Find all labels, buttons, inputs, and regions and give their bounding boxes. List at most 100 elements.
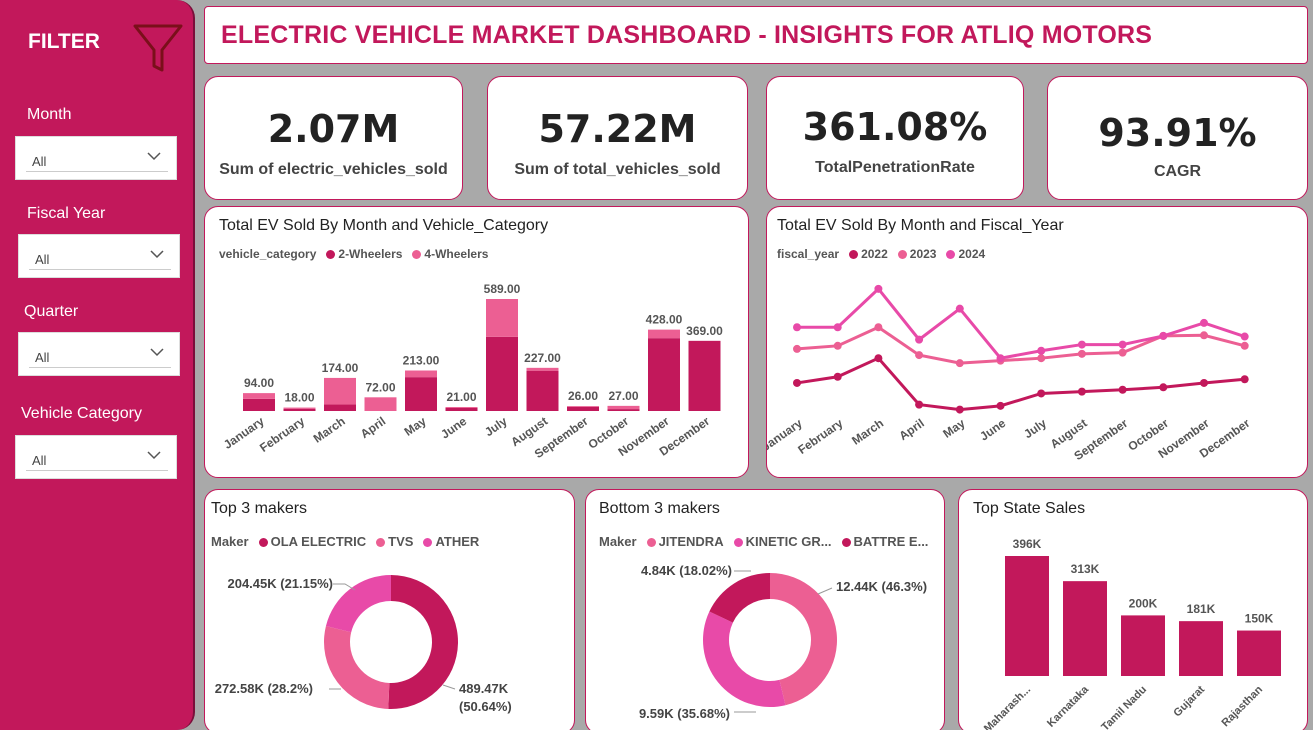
data-point[interactable] bbox=[1200, 318, 1208, 327]
bar-segment-4-wheelers[interactable] bbox=[243, 393, 275, 399]
data-point[interactable] bbox=[1240, 375, 1249, 384]
legend-item[interactable]: 2023 bbox=[897, 247, 936, 261]
data-point[interactable] bbox=[874, 323, 883, 332]
data-point[interactable] bbox=[1077, 349, 1086, 358]
series-line-2023[interactable] bbox=[796, 325, 1246, 365]
legend-item[interactable]: JITENDRA bbox=[646, 534, 724, 549]
vehicle-category-dropdown[interactable]: All bbox=[15, 435, 177, 479]
data-point[interactable] bbox=[874, 284, 883, 293]
data-point[interactable] bbox=[1159, 383, 1168, 392]
legend-item[interactable]: 2024 bbox=[946, 247, 985, 261]
data-point[interactable] bbox=[1200, 378, 1208, 387]
data-point[interactable] bbox=[1037, 389, 1046, 398]
data-point[interactable] bbox=[1077, 340, 1086, 349]
data-point[interactable] bbox=[1118, 340, 1127, 349]
donut-slice[interactable] bbox=[770, 573, 837, 706]
bar-segment-2-wheelers[interactable] bbox=[567, 406, 599, 411]
data-point[interactable] bbox=[1240, 341, 1249, 350]
bar-segment-4-wheelers[interactable] bbox=[486, 299, 518, 337]
data-label: 200K bbox=[1129, 596, 1158, 610]
data-point[interactable] bbox=[915, 351, 924, 360]
legend-item[interactable]: 2022 bbox=[849, 247, 888, 261]
bar-segment-2-wheelers[interactable] bbox=[324, 404, 356, 411]
legend-item[interactable]: KINETIC GR... bbox=[733, 534, 832, 549]
month-dropdown[interactable]: All bbox=[15, 136, 177, 180]
data-point[interactable] bbox=[1200, 331, 1208, 340]
data-point[interactable] bbox=[955, 304, 964, 313]
data-point[interactable] bbox=[1037, 346, 1046, 355]
data-point[interactable] bbox=[915, 400, 924, 409]
bar-segment-4-wheelers[interactable] bbox=[607, 405, 640, 410]
legend-item[interactable]: BATTRE E... bbox=[841, 534, 928, 549]
fiscal-year-dropdown[interactable]: All bbox=[18, 234, 180, 278]
bar-segment-2-wheelers[interactable] bbox=[283, 408, 316, 411]
chart-ev-by-month-category[interactable]: Total EV Sold By Month and Vehicle_Categ… bbox=[204, 206, 749, 478]
legend-item[interactable]: OLA ELECTRIC bbox=[258, 534, 366, 549]
bar-segment-2-wheelers[interactable] bbox=[243, 398, 275, 411]
quarter-dropdown[interactable]: All bbox=[18, 332, 180, 376]
data-point[interactable] bbox=[833, 341, 842, 350]
bar-segment-4-wheelers[interactable] bbox=[526, 367, 559, 371]
state-bar[interactable] bbox=[1063, 581, 1107, 676]
kpi-card-cagr[interactable]: 93.91% CAGR bbox=[1047, 76, 1308, 200]
data-point[interactable] bbox=[1077, 387, 1086, 396]
kpi-card-ev-sold[interactable]: 2.07M Sum of electric_vehicles_sold bbox=[204, 76, 463, 200]
legend-item[interactable]: 2-Wheelers bbox=[326, 247, 402, 261]
bar-segment-2-wheelers[interactable] bbox=[607, 409, 640, 411]
bar-segment-4-wheelers[interactable] bbox=[283, 407, 316, 409]
bar-segment-4-wheelers[interactable] bbox=[405, 370, 437, 378]
data-point[interactable] bbox=[833, 323, 842, 332]
bar-segment-2-wheelers[interactable] bbox=[486, 336, 518, 411]
data-point[interactable] bbox=[793, 323, 801, 332]
bar-segment-2-wheelers[interactable] bbox=[648, 338, 680, 411]
bar-segment-2-wheelers[interactable] bbox=[688, 340, 721, 411]
data-point[interactable] bbox=[1037, 354, 1046, 363]
data-point[interactable] bbox=[955, 359, 964, 368]
chart-ev-by-month-fiscal-year[interactable]: Total EV Sold By Month and Fiscal_Year f… bbox=[766, 206, 1308, 478]
data-point[interactable] bbox=[874, 354, 883, 363]
bar-segment-2-wheelers[interactable] bbox=[405, 377, 437, 411]
bar-segment-4-wheelers[interactable] bbox=[648, 329, 680, 339]
bar-segment-2-wheelers[interactable] bbox=[526, 370, 559, 411]
data-point[interactable] bbox=[1159, 331, 1168, 340]
kpi-card-total-sold[interactable]: 57.22M Sum of total_vehicles_sold bbox=[487, 76, 748, 200]
kpi-card-penetration-rate[interactable]: 361.08% TotalPenetrationRate bbox=[766, 76, 1024, 200]
data-point[interactable] bbox=[996, 401, 1005, 410]
legend-item[interactable]: ATHER bbox=[423, 534, 479, 549]
data-point[interactable] bbox=[1118, 348, 1127, 357]
state-bar[interactable] bbox=[1121, 615, 1165, 676]
data-label: 589.00 bbox=[484, 282, 521, 296]
state-bar[interactable] bbox=[1237, 630, 1281, 676]
slice-label: 204.45K (21.15%) bbox=[227, 576, 333, 591]
leader-line bbox=[442, 684, 456, 690]
data-point[interactable] bbox=[793, 344, 801, 353]
donut-slice[interactable] bbox=[324, 625, 390, 709]
series-line-2022[interactable] bbox=[796, 356, 1245, 412]
slice-label: 4.84K (18.02%) bbox=[641, 563, 732, 578]
data-point[interactable] bbox=[833, 372, 842, 381]
chart-top-3-makers[interactable]: Top 3 makers Maker OLA ELECTRIC TVS ATHE… bbox=[204, 489, 575, 730]
bar-segment-2-wheelers[interactable] bbox=[445, 407, 478, 411]
data-point[interactable] bbox=[793, 378, 801, 387]
donut-slice[interactable] bbox=[703, 611, 786, 707]
state-bar[interactable] bbox=[1005, 556, 1049, 676]
legend-item[interactable]: 4-Wheelers bbox=[412, 247, 488, 261]
data-point[interactable] bbox=[915, 335, 924, 344]
legend-title: fiscal_year bbox=[777, 247, 840, 261]
state-bar[interactable] bbox=[1179, 621, 1223, 676]
donut-slice[interactable] bbox=[709, 573, 770, 623]
bar-segment-4-wheelers[interactable] bbox=[445, 407, 478, 408]
data-point[interactable] bbox=[955, 405, 964, 414]
legend-item[interactable]: TVS bbox=[376, 534, 413, 549]
chart-bottom-3-makers[interactable]: Bottom 3 makers Maker JITENDRA KINETIC G… bbox=[585, 489, 945, 730]
series-line-2024[interactable] bbox=[797, 286, 1246, 360]
chart-top-state-sales[interactable]: Top State Sales 396K Maharash... 313K Karna… bbox=[958, 489, 1308, 730]
data-point[interactable] bbox=[1118, 385, 1127, 394]
data-point[interactable] bbox=[1240, 332, 1249, 341]
bar-segment-4-wheelers[interactable] bbox=[324, 377, 356, 405]
donut-slice[interactable] bbox=[325, 575, 391, 633]
bar-segment-4-wheelers[interactable] bbox=[364, 397, 397, 411]
donut-slice[interactable] bbox=[388, 575, 459, 709]
data-point[interactable] bbox=[996, 354, 1005, 363]
bar-segment-4-wheelers[interactable] bbox=[567, 406, 599, 407]
